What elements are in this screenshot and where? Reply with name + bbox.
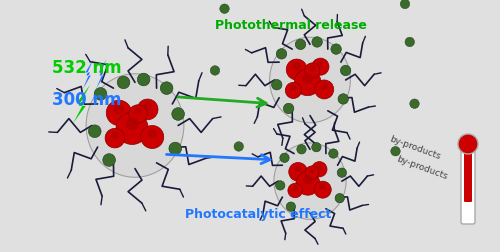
Circle shape	[291, 175, 300, 185]
Circle shape	[290, 85, 296, 92]
Circle shape	[134, 108, 141, 115]
Circle shape	[306, 166, 319, 180]
Circle shape	[280, 153, 289, 163]
Circle shape	[286, 202, 296, 211]
Circle shape	[338, 94, 348, 105]
Polygon shape	[83, 60, 94, 90]
Circle shape	[312, 38, 322, 48]
Circle shape	[286, 83, 302, 99]
Circle shape	[320, 83, 328, 91]
Circle shape	[328, 149, 338, 159]
Text: Photocatalytic effect: Photocatalytic effect	[185, 208, 332, 220]
Text: by-products: by-products	[395, 154, 448, 181]
Circle shape	[289, 163, 308, 181]
Circle shape	[294, 166, 302, 173]
Circle shape	[114, 105, 124, 115]
Text: 532 nm: 532 nm	[52, 59, 122, 77]
Circle shape	[111, 132, 119, 140]
Circle shape	[88, 125, 101, 138]
Circle shape	[128, 105, 147, 124]
Circle shape	[310, 168, 315, 174]
FancyBboxPatch shape	[461, 150, 475, 224]
Circle shape	[294, 70, 321, 96]
Circle shape	[220, 5, 229, 14]
Circle shape	[312, 59, 329, 76]
Ellipse shape	[303, 75, 317, 87]
Circle shape	[141, 126, 164, 149]
Circle shape	[234, 142, 243, 152]
Circle shape	[335, 194, 344, 203]
Ellipse shape	[270, 38, 350, 123]
Circle shape	[390, 147, 400, 156]
Circle shape	[138, 74, 150, 86]
Circle shape	[312, 143, 321, 152]
Circle shape	[297, 145, 306, 154]
Circle shape	[160, 82, 173, 95]
Circle shape	[320, 184, 326, 191]
Circle shape	[144, 103, 152, 111]
Circle shape	[302, 74, 313, 84]
Circle shape	[296, 172, 320, 195]
Polygon shape	[96, 60, 106, 90]
Circle shape	[169, 143, 181, 155]
Circle shape	[310, 66, 316, 72]
Circle shape	[286, 60, 307, 81]
Circle shape	[172, 108, 184, 121]
Circle shape	[276, 49, 286, 60]
Ellipse shape	[301, 73, 319, 89]
Circle shape	[305, 64, 320, 79]
Circle shape	[340, 66, 351, 76]
Circle shape	[284, 104, 294, 114]
Circle shape	[331, 45, 342, 55]
Text: 300 nm: 300 nm	[52, 91, 122, 109]
Circle shape	[106, 101, 132, 126]
Circle shape	[94, 88, 107, 101]
Circle shape	[210, 67, 220, 76]
Circle shape	[337, 168, 346, 178]
Circle shape	[103, 154, 116, 167]
Circle shape	[316, 164, 322, 170]
Circle shape	[312, 162, 327, 177]
Circle shape	[314, 181, 331, 198]
Circle shape	[303, 175, 312, 185]
Circle shape	[410, 100, 419, 109]
Circle shape	[296, 40, 306, 50]
Circle shape	[105, 129, 124, 148]
Circle shape	[148, 130, 157, 139]
Circle shape	[138, 100, 158, 120]
FancyBboxPatch shape	[464, 151, 472, 202]
Circle shape	[317, 61, 324, 68]
Circle shape	[116, 113, 148, 145]
Polygon shape	[73, 86, 90, 123]
Circle shape	[315, 81, 334, 100]
Text: Photothermal release: Photothermal release	[215, 18, 367, 32]
Ellipse shape	[274, 143, 346, 219]
Circle shape	[405, 38, 414, 48]
Ellipse shape	[86, 74, 184, 178]
Circle shape	[272, 80, 282, 90]
Circle shape	[292, 63, 301, 71]
Circle shape	[117, 77, 130, 89]
Circle shape	[288, 183, 302, 198]
Circle shape	[400, 0, 410, 10]
Text: by-products: by-products	[388, 134, 442, 161]
Circle shape	[276, 181, 285, 190]
Ellipse shape	[298, 70, 322, 91]
Circle shape	[292, 186, 298, 192]
Circle shape	[126, 118, 138, 131]
Circle shape	[458, 135, 478, 154]
